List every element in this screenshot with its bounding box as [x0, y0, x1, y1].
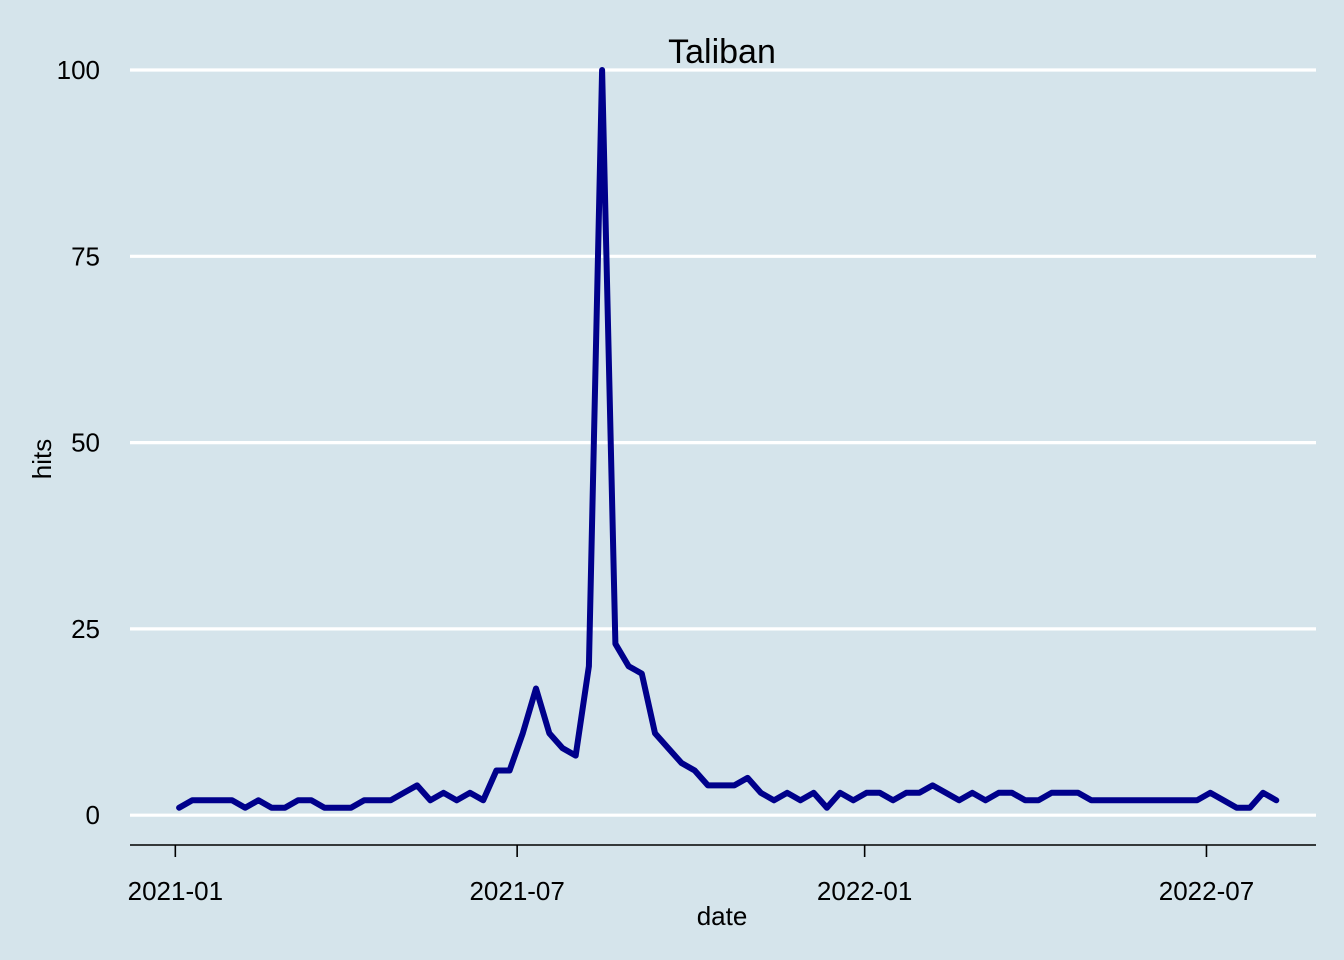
x-tick-label: 2021-01: [128, 876, 223, 906]
chart-title: Taliban: [668, 33, 776, 71]
x-tick-label: 2022-01: [817, 876, 912, 906]
y-tick-labels: 0 25 50 75 100: [57, 55, 100, 830]
x-ticks: 2021-01 2021-07 2022-01 2022-07: [128, 845, 1254, 906]
gridlines: [130, 68, 1316, 817]
series-line: [176, 67, 1280, 811]
x-tick-label: 2021-07: [469, 876, 564, 906]
x-axis-label: date: [697, 901, 748, 931]
y-axis-label: hits: [27, 439, 57, 479]
y-tick-label: 25: [71, 614, 100, 644]
y-tick-label: 0: [86, 800, 100, 830]
y-tick-label: 50: [71, 428, 100, 458]
x-tick-label: 2022-07: [1159, 876, 1254, 906]
y-tick-label: 75: [71, 241, 100, 271]
y-tick-label: 100: [57, 55, 100, 85]
